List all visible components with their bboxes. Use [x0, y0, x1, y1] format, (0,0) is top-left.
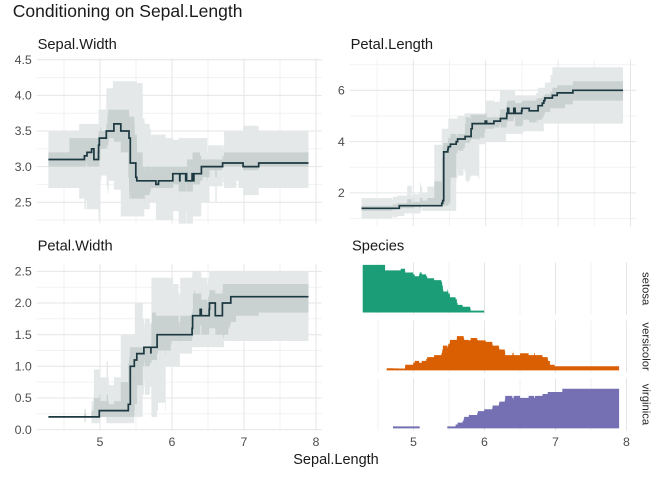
svg-text:5: 5	[410, 435, 417, 449]
svg-text:3.5: 3.5	[15, 124, 32, 138]
svg-text:2.5: 2.5	[15, 195, 32, 209]
svg-text:Petal.Width: Petal.Width	[38, 239, 113, 255]
svg-text:Sepal.Length: Sepal.Length	[293, 452, 378, 468]
svg-text:2: 2	[338, 186, 345, 200]
svg-text:1.5: 1.5	[15, 328, 32, 342]
svg-text:4.0: 4.0	[15, 89, 32, 103]
svg-text:4.5: 4.5	[15, 53, 32, 67]
svg-text:Conditioning on Sepal.Length: Conditioning on Sepal.Length	[13, 1, 243, 21]
svg-text:Sepal.Width: Sepal.Width	[38, 37, 117, 53]
svg-text:6: 6	[338, 84, 345, 98]
svg-text:3.0: 3.0	[15, 160, 32, 174]
svg-text:Petal.Length: Petal.Length	[351, 37, 433, 53]
svg-text:8: 8	[313, 435, 320, 449]
svg-text:setosa: setosa	[640, 272, 652, 306]
svg-text:4: 4	[338, 135, 345, 149]
svg-text:7: 7	[241, 435, 248, 449]
svg-text:7: 7	[552, 435, 559, 449]
svg-text:Species: Species	[352, 239, 404, 255]
svg-text:1.0: 1.0	[15, 360, 32, 374]
svg-text:0.5: 0.5	[15, 391, 32, 405]
svg-text:5: 5	[97, 435, 104, 449]
svg-text:2.0: 2.0	[15, 296, 32, 310]
svg-text:virginica: virginica	[640, 384, 652, 426]
svg-text:2.5: 2.5	[15, 265, 32, 279]
svg-text:6: 6	[481, 435, 488, 449]
svg-text:6: 6	[169, 435, 176, 449]
svg-text:versicolor: versicolor	[640, 322, 652, 371]
svg-text:8: 8	[623, 435, 630, 449]
svg-text:0.0: 0.0	[15, 423, 32, 437]
